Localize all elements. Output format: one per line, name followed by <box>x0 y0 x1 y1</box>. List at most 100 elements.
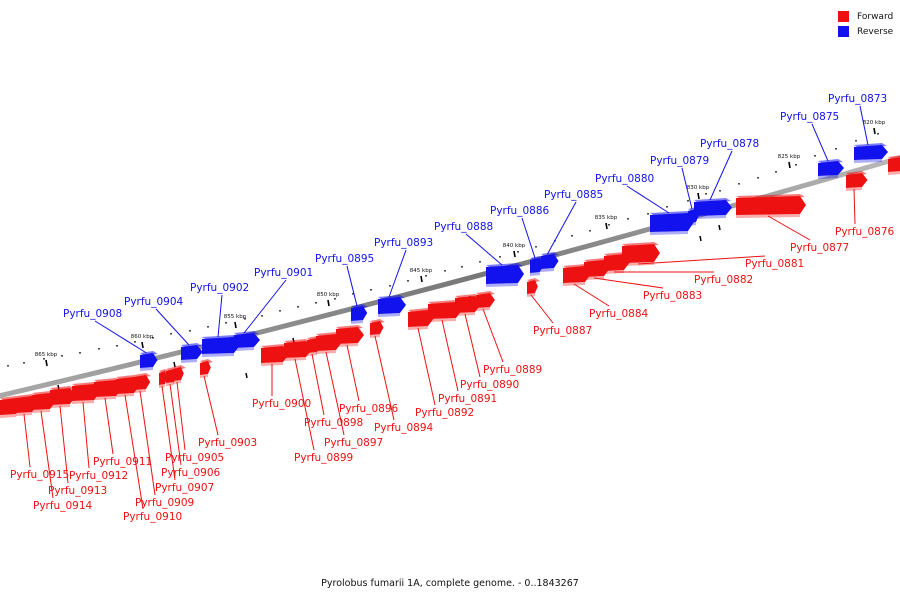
gene-label-pyrfu-0880[interactable]: Pyrfu_0880 <box>595 173 670 214</box>
gene-label-pyrfu-0888[interactable]: Pyrfu_0888 <box>434 221 503 266</box>
gene-block-pyrfu-0906[interactable] <box>166 367 179 386</box>
kbp-label-860-kbp: 860 kbp <box>131 334 154 340</box>
gene-label-pyrfu-0900[interactable]: Pyrfu_0900 <box>252 364 311 410</box>
gene-block-pyrfu-0877[interactable] <box>736 194 806 218</box>
gene-block-pyrfu-0913[interactable] <box>50 386 76 408</box>
gene-block-pyrfu-0903[interactable] <box>200 359 213 378</box>
gene-block-pyrfu-0900[interactable] <box>261 344 289 366</box>
gene-block-pyrfu-0887[interactable] <box>527 278 540 297</box>
gene-label-pyrfu-0886[interactable]: Pyrfu_0886 <box>490 205 550 259</box>
gene-label-pyrfu-0898[interactable]: Pyrfu_0898 <box>304 353 363 429</box>
gene-label-pyrfu-0910[interactable]: Pyrfu_0910 <box>123 394 182 523</box>
gene-label-pyrfu-0911[interactable]: Pyrfu_0911 <box>93 397 152 468</box>
gene-label-pyrfu-0878[interactable]: Pyrfu_0878 <box>700 138 759 201</box>
gene-label-pyrfu-0906[interactable]: Pyrfu_0906 <box>161 383 221 479</box>
kbp-label-825-kbp: 825 kbp <box>778 154 801 160</box>
gene-label-pyrfu-0912[interactable]: Pyrfu_0912 <box>69 401 128 482</box>
gene-label-pyrfu-0879[interactable]: Pyrfu_0879 <box>650 155 709 210</box>
gene-label-pyrfu-0873[interactable]: Pyrfu_0873 <box>828 93 887 146</box>
gene-label-pyrfu-0891[interactable]: Pyrfu_0891 <box>438 319 497 405</box>
gene-block-pyrfu-0907[interactable] <box>159 369 170 388</box>
gene-label-pyrfu-0881[interactable]: Pyrfu_0881 <box>637 255 804 270</box>
major-tick <box>173 361 176 368</box>
svg-text:Pyrfu_0891: Pyrfu_0891 <box>438 393 497 405</box>
legend: Forward Reverse <box>838 9 893 39</box>
gene-block-pyrfu-0876[interactable] <box>846 171 868 191</box>
forward-swatch <box>838 11 849 22</box>
gene-block-pyrfu-0912[interactable] <box>72 382 100 404</box>
gene-label-pyrfu-0907[interactable]: Pyrfu_0907 <box>155 385 214 494</box>
svg-text:Pyrfu_0873: Pyrfu_0873 <box>828 93 887 105</box>
gene-block-pyrfu-0888[interactable] <box>486 263 524 287</box>
legend-forward: Forward <box>838 9 893 24</box>
major-tick <box>873 127 876 135</box>
svg-text:Pyrfu_0878: Pyrfu_0878 <box>700 138 759 150</box>
gene-label-pyrfu-0915[interactable]: Pyrfu_0915 <box>10 413 69 481</box>
gene-block-pyrfu-0908[interactable] <box>140 351 158 371</box>
gene-label-pyrfu-0884[interactable]: Pyrfu_0884 <box>573 283 649 320</box>
gene-label-pyrfu-0904[interactable]: Pyrfu_0904 <box>124 296 190 346</box>
svg-text:Pyrfu_0912: Pyrfu_0912 <box>69 470 128 482</box>
gene-block-pyrfu-0901[interactable] <box>234 331 260 351</box>
gene-label-pyrfu-0913[interactable]: Pyrfu_0913 <box>48 405 107 497</box>
gene-block-pyrfu-0895[interactable] <box>351 304 368 324</box>
gene-block-pyrfu-0904[interactable] <box>181 343 203 363</box>
major-tick <box>141 341 144 349</box>
gene-label-pyrfu-0897[interactable]: Pyrfu_0897 <box>324 351 383 449</box>
gene-block-pyrfu-0875[interactable] <box>818 159 844 179</box>
svg-text:Pyrfu_0909: Pyrfu_0909 <box>135 497 194 509</box>
gene-label-pyrfu-0896[interactable]: Pyrfu_0896 <box>339 344 399 415</box>
gene-label-pyrfu-0889[interactable]: Pyrfu_0889 <box>482 308 542 376</box>
gene-label-pyrfu-0903[interactable]: Pyrfu_0903 <box>198 375 257 449</box>
gene-block-partial-0[interactable] <box>888 155 900 175</box>
gene-block-pyrfu-0885[interactable] <box>541 252 559 272</box>
svg-text:Pyrfu_0877: Pyrfu_0877 <box>790 242 849 254</box>
svg-text:Pyrfu_0890: Pyrfu_0890 <box>460 379 519 391</box>
svg-text:Pyrfu_0879: Pyrfu_0879 <box>650 155 709 167</box>
svg-text:Pyrfu_0914: Pyrfu_0914 <box>33 500 93 512</box>
gene-block-pyrfu-0878[interactable] <box>694 198 732 219</box>
gene-block-pyrfu-0896[interactable] <box>336 325 364 347</box>
svg-text:Pyrfu_0888: Pyrfu_0888 <box>434 221 493 233</box>
gene-block-pyrfu-0889[interactable] <box>476 291 495 311</box>
gene-label-pyrfu-0902[interactable]: Pyrfu_0902 <box>190 282 249 338</box>
gene-label-pyrfu-0883[interactable]: Pyrfu_0883 <box>593 277 702 302</box>
gene-label-pyrfu-0882[interactable]: Pyrfu_0882 <box>614 271 753 286</box>
genes: Pyrfu_0873 Pyrfu_0875 Pyrfu_0878 Pyrfu_0879… <box>0 93 900 523</box>
svg-text:Pyrfu_0889: Pyrfu_0889 <box>483 364 542 376</box>
gene-label-pyrfu-0914[interactable]: Pyrfu_0914 <box>33 410 93 512</box>
major-tick <box>605 222 608 230</box>
gene-label-pyrfu-0885[interactable]: Pyrfu_0885 <box>544 189 603 255</box>
gene-block-pyrfu-0902[interactable] <box>202 335 240 357</box>
gene-label-pyrfu-0909[interactable]: Pyrfu_0909 <box>135 390 194 509</box>
major-tick <box>697 192 700 200</box>
gene-label-pyrfu-0876[interactable]: Pyrfu_0876 <box>835 188 895 238</box>
gene-block-partial-1[interactable] <box>0 396 22 418</box>
gene-label-pyrfu-0894[interactable]: Pyrfu_0894 <box>374 335 434 434</box>
gene-label-pyrfu-0877[interactable]: Pyrfu_0877 <box>767 215 849 254</box>
gene-block-pyrfu-0886[interactable] <box>530 256 545 276</box>
svg-text:Pyrfu_0885: Pyrfu_0885 <box>544 189 603 201</box>
gene-block-pyrfu-0891[interactable] <box>428 300 462 322</box>
gene-label-pyrfu-0890[interactable]: Pyrfu_0890 <box>460 313 519 391</box>
gene-block-pyrfu-0879[interactable] <box>688 207 701 226</box>
gene-block-pyrfu-0893[interactable] <box>378 295 406 317</box>
gene-block-pyrfu-0873[interactable] <box>854 143 888 163</box>
gene-label-pyrfu-0875[interactable]: Pyrfu_0875 <box>780 111 839 162</box>
svg-text:Pyrfu_0910: Pyrfu_0910 <box>123 511 182 523</box>
major-tick <box>245 372 248 379</box>
gene-block-pyrfu-0894[interactable] <box>370 319 385 338</box>
gene-label-pyrfu-0893[interactable]: Pyrfu_0893 <box>374 237 433 298</box>
svg-text:Pyrfu_0899: Pyrfu_0899 <box>294 452 353 464</box>
gene-label-pyrfu-0899[interactable]: Pyrfu_0899 <box>294 358 353 464</box>
gene-block-pyrfu-0880[interactable] <box>650 211 694 235</box>
gene-label-pyrfu-0892[interactable]: Pyrfu_0892 <box>415 327 474 419</box>
gene-label-pyrfu-0887[interactable]: Pyrfu_0887 <box>530 294 592 337</box>
gene-label-pyrfu-0895[interactable]: Pyrfu_0895 <box>315 253 374 307</box>
gene-label-pyrfu-0901[interactable]: Pyrfu_0901 <box>243 267 313 334</box>
kbp-label-835-kbp: 835 kbp <box>595 215 618 221</box>
gene-label-pyrfu-0908[interactable]: Pyrfu_0908 <box>63 308 147 354</box>
major-tick <box>699 235 702 242</box>
gene-block-pyrfu-0910[interactable] <box>116 375 140 397</box>
